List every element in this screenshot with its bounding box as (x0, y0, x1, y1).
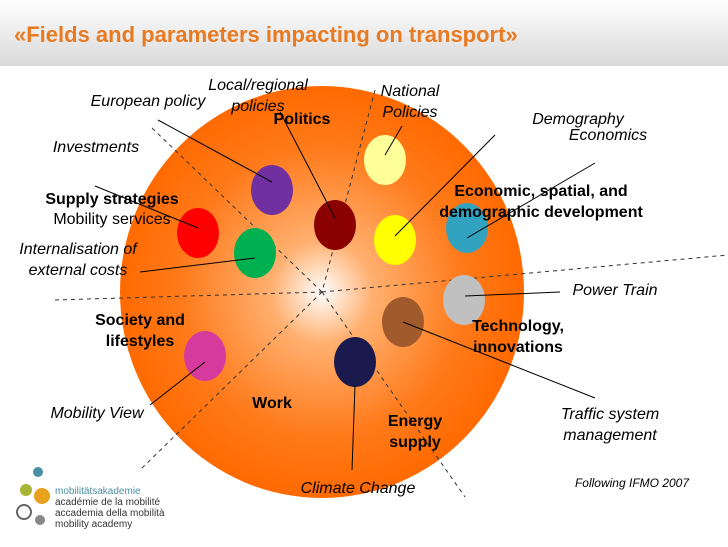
label-line: Economic, spatial, and (454, 183, 627, 200)
label-line: Supply strategies (45, 191, 178, 208)
dividers (54, 89, 728, 498)
label: Economics (569, 127, 647, 144)
factor-circles (177, 135, 488, 387)
label-line: external costs (29, 262, 128, 279)
label-line: Power Train (572, 282, 657, 299)
logo-text: accademia della mobilità (55, 508, 165, 519)
label-line: National (381, 83, 440, 100)
logo-text: mobilitätsakademie (55, 486, 141, 497)
label-line: Work (252, 395, 292, 412)
label-line: Demography (532, 111, 625, 128)
label: Technology, innovations (472, 318, 564, 356)
label: Following IFMO 2007 (575, 476, 690, 490)
label: Economic, spatial, and demographic develo… (439, 183, 643, 221)
label-line: Climate Change (301, 480, 416, 497)
label-line: European policy (91, 93, 207, 110)
logo-text: académie de la mobilité (55, 497, 160, 508)
label: Climate Change (301, 480, 416, 497)
label-line: Economics (569, 127, 647, 144)
label-line: lifestyles (106, 333, 175, 350)
label-line: Policies (382, 104, 437, 121)
label-line: demographic development (439, 204, 643, 221)
label: Investments (53, 139, 139, 156)
label-line: Investments (53, 139, 139, 156)
label-line: Society and (95, 312, 185, 329)
label: Mobility View (50, 405, 145, 422)
label-line: supply (389, 434, 441, 451)
label: Society and lifestyles (95, 312, 185, 350)
logo-text: mobility academy (55, 519, 132, 530)
label-line: Mobility services (53, 211, 170, 228)
label-line: Traffic system (561, 406, 659, 423)
label: Demography (532, 111, 625, 128)
label: Traffic system management (561, 406, 659, 444)
label-line: innovations (473, 339, 563, 356)
label-line: Politics (274, 111, 331, 128)
label-line: Mobility View (50, 405, 145, 422)
label-line: policies (230, 98, 284, 115)
label: Politics (274, 111, 331, 128)
label: Mobility services (53, 211, 170, 228)
title-band (0, 0, 728, 66)
label: Local/regional policies (208, 77, 308, 115)
label: Power Train (572, 282, 657, 299)
label: Work (252, 395, 292, 412)
label: Internalisation of external costs (19, 241, 138, 279)
title: «Fields and parameters impacting on tran… (14, 22, 518, 47)
label: Supply strategies (45, 191, 178, 208)
label-line: Energy (388, 413, 442, 430)
connectors (94, 111, 596, 471)
label-line: Internalisation of (19, 241, 138, 258)
label-line: management (563, 427, 657, 444)
label-line: Local/regional (208, 77, 308, 94)
label: National Policies (381, 83, 440, 121)
label: European policy (91, 93, 207, 110)
label: Energy supply (388, 413, 442, 451)
label-line: Technology, (472, 318, 564, 335)
logo (16, 467, 50, 525)
label-line: Following IFMO 2007 (575, 476, 690, 490)
